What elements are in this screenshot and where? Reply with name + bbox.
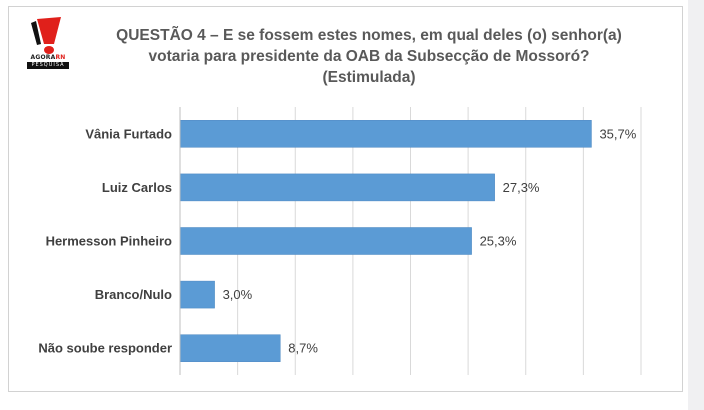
logo-subtitle: PESQUISA bbox=[27, 62, 69, 69]
category-label: Hermesson Pinheiro bbox=[46, 234, 172, 249]
chart-title-line-3: (Estimulada) bbox=[322, 69, 416, 86]
chart-frame: AGORARN PESQUISA QUESTÃO 4 – E se fossem… bbox=[8, 6, 683, 392]
chart-title-line-2: votaria para presidente da OAB da Subsec… bbox=[148, 48, 590, 65]
bar bbox=[179, 227, 472, 255]
logo-brand-part1: AGORA bbox=[30, 54, 56, 61]
bar-chart-plot: Vânia Furtado Luiz Carlos Hermesson Pinhei… bbox=[38, 107, 642, 375]
category-label: Não soube responder bbox=[38, 341, 172, 356]
value-label: 27,3% bbox=[503, 180, 540, 195]
value-labels: 35,7% 27,3% 25,3% 3,0% 8,7% bbox=[223, 126, 637, 355]
bar bbox=[179, 280, 215, 309]
category-label: Luiz Carlos bbox=[102, 180, 172, 195]
agora-rn-logo: AGORARN PESQUISA bbox=[23, 17, 73, 69]
bar bbox=[179, 334, 281, 362]
value-label: 8,7% bbox=[288, 341, 318, 356]
category-labels: Vânia Furtado Luiz Carlos Hermesson Pinhei… bbox=[38, 126, 172, 355]
exclamation-logo-icon bbox=[31, 17, 61, 54]
right-margin-strip bbox=[688, 0, 704, 410]
chart-title: QUESTÃO 4 – E se fossem estes nomes, em … bbox=[79, 25, 659, 88]
bars bbox=[179, 120, 592, 362]
category-label: Branco/Nulo bbox=[95, 287, 172, 302]
value-label: 35,7% bbox=[599, 126, 636, 141]
chart-title-line-1: QUESTÃO 4 – E se fossem estes nomes, em … bbox=[116, 27, 622, 44]
logo-brand-part2: RN bbox=[55, 54, 66, 61]
logo-wordmark: AGORARN bbox=[23, 54, 73, 61]
value-label: 25,3% bbox=[480, 234, 517, 249]
category-label: Vânia Furtado bbox=[85, 126, 172, 141]
bar bbox=[179, 173, 495, 202]
value-label: 3,0% bbox=[223, 287, 253, 302]
bar bbox=[179, 120, 592, 148]
